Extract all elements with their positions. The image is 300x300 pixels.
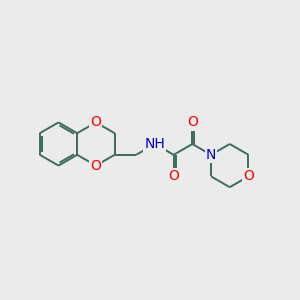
Text: O: O — [187, 116, 198, 129]
Text: NH: NH — [145, 137, 165, 151]
Text: O: O — [91, 116, 101, 129]
Text: O: O — [91, 159, 101, 172]
Text: O: O — [243, 169, 254, 183]
Text: N: N — [206, 148, 216, 162]
Text: O: O — [168, 169, 179, 183]
